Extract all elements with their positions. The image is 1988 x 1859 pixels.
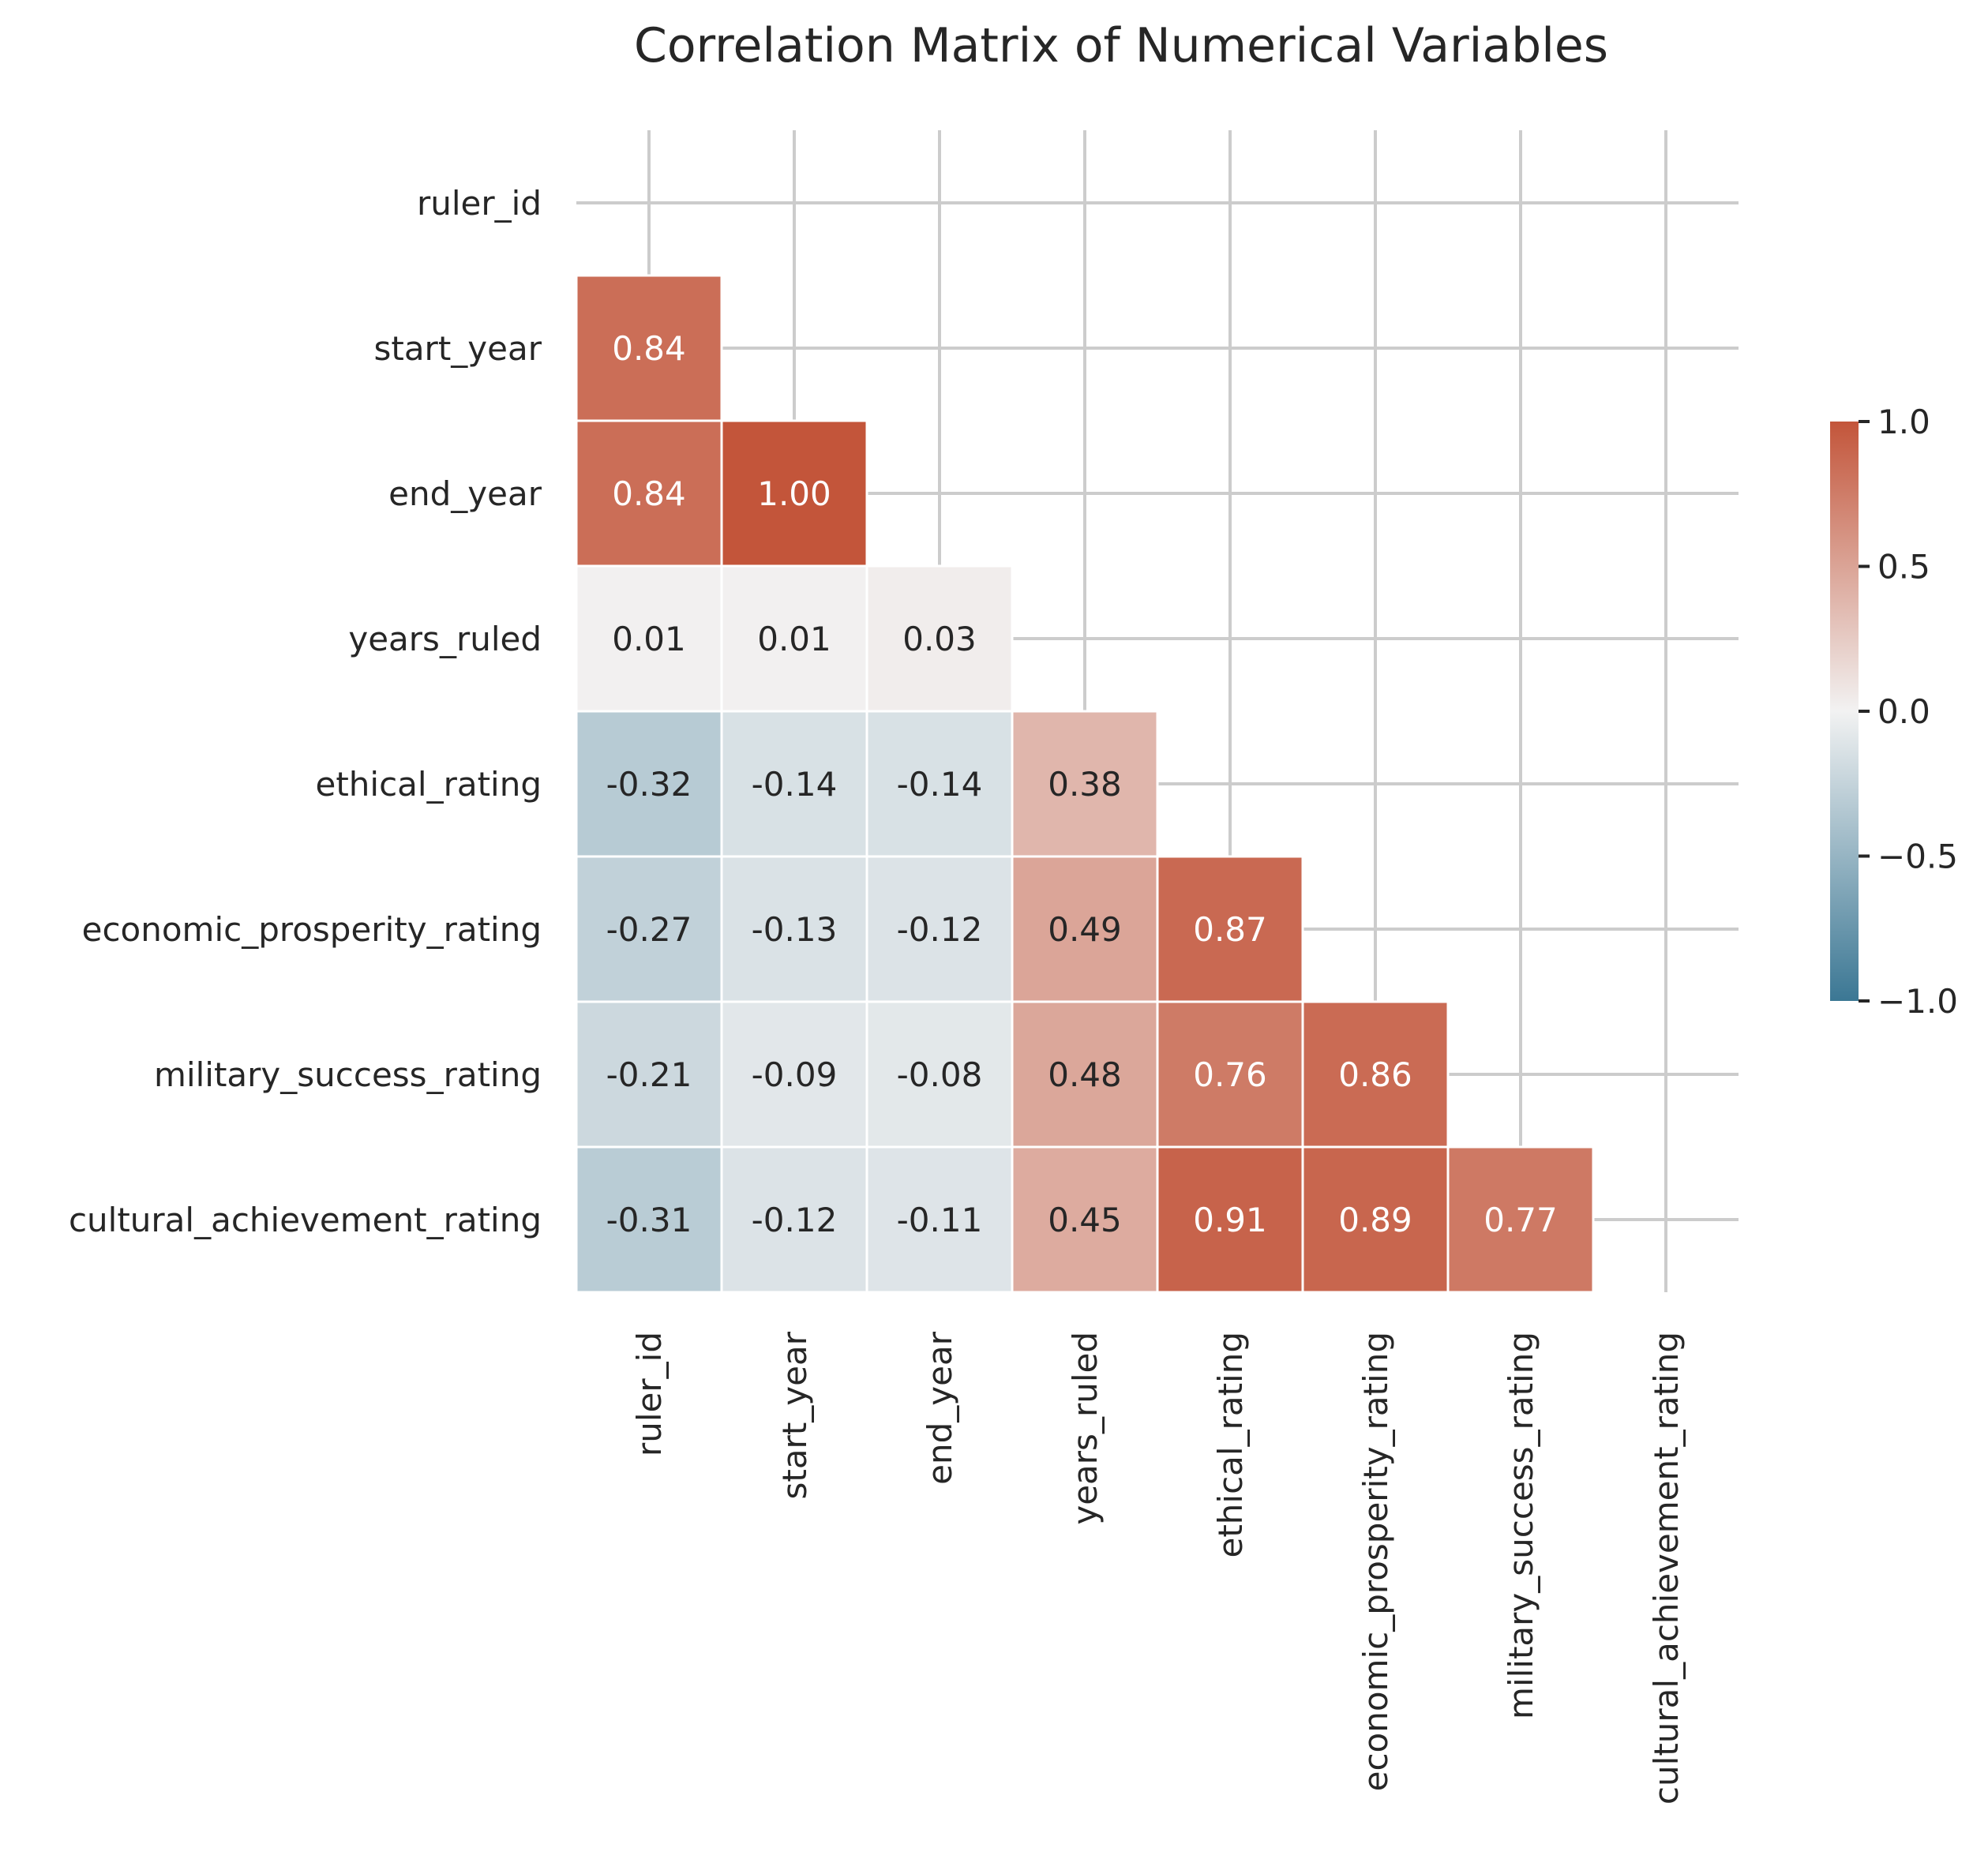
colorbar: 1.0 0.5 0.0 −0.5 −1.0 [1830,403,1958,1021]
cell-value-label: 0.45 [1048,1201,1122,1239]
heatmap-cell-ethical_rating-years_ruled [1011,710,1159,858]
x-tick-label: years_ruled [1066,1332,1105,1525]
x-tick-label: start_year [775,1331,814,1499]
y-tick-label: economic_prosperity_rating [82,910,542,949]
y-tick-label: cultural_achievement_rating [69,1201,542,1239]
cell-value-label: -0.13 [752,910,838,949]
heatmap-cell-economic_prosperity_rating-end_year [865,855,1014,1003]
heatmap-cell-military_success_rating-ethical_rating [1156,1000,1304,1149]
heatmap-cell-economic_prosperity_rating-ruler_id [575,855,723,1003]
heatmap-cell-ethical_rating-start_year [720,710,868,858]
cell-value-label: 0.89 [1338,1201,1412,1239]
colorbar-tick-label: 0.5 [1877,548,1930,587]
cell-value-label: -0.21 [606,1055,692,1094]
heatmap-cell-military_success_rating-end_year [865,1000,1014,1149]
x-tick-label: end_year [921,1331,959,1485]
heatmap-cell-military_success_rating-years_ruled [1011,1000,1159,1149]
cell-value-label: 0.49 [1048,910,1122,949]
heatmap-cell-military_success_rating-economic_prosperity_rating [1301,1000,1450,1149]
cell-value-label: 0.84 [612,329,686,368]
cell-value-label: -0.08 [897,1055,983,1094]
heatmap-cell-end_year-ruler_id [575,419,723,568]
heatmap-cell-economic_prosperity_rating-years_ruled [1011,855,1159,1003]
y-tick-label: military_success_rating [154,1055,542,1094]
cell-value-label: -0.09 [752,1055,838,1094]
heatmap-cell-military_success_rating-start_year [720,1000,868,1149]
cell-value-label: -0.32 [606,765,692,804]
colorbar-tick-label: 1.0 [1877,403,1930,441]
heatmap-cell-cultural_achievement_rating-start_year [720,1145,868,1294]
heatmap-cell-cultural_achievement_rating-military_success_rating [1446,1145,1595,1294]
colorbar-tick-label: −0.5 [1877,838,1958,876]
cell-value-label: 0.87 [1193,910,1267,949]
colorbar-tick-label: −1.0 [1877,982,1958,1021]
y-tick-label: end_year [388,474,542,513]
heatmap-cell-end_year-start_year [720,419,868,568]
cell-value-label: 0.01 [757,620,831,658]
cell-value-label: -0.31 [606,1201,692,1239]
cell-value-label: 0.48 [1048,1055,1122,1094]
x-tick-label: cultural_achievement_rating [1647,1332,1686,1805]
cell-value-label: -0.14 [897,765,983,804]
y-tick-labels: ruler_id start_year end_year years_ruledeth… [69,184,542,1239]
heatmap-cell-cultural_achievement_rating-years_ruled [1011,1145,1159,1294]
cell-value-label: 0.84 [612,474,686,513]
y-tick-label: ethical_rating [315,765,542,804]
heatmap-cell-military_success_rating-ruler_id [575,1000,723,1149]
cell-value-label: -0.12 [897,910,983,949]
x-tick-labels: ruler_id start_year end_year years_ruled eth… [630,1331,1686,1805]
chart-title: Correlation Matrix of Numerical Variable… [634,18,1608,73]
heatmap-cells: 0.84 0.84 1.00 0.01 0.01 0.03 -0.32 -0.14 -0.14 0… [575,274,1595,1294]
cell-value-label: -0.11 [897,1201,983,1239]
heatmap-cell-economic_prosperity_rating-start_year [720,855,868,1003]
x-tick-label: ruler_id [630,1332,669,1456]
cell-value-label: -0.14 [752,765,838,804]
x-tick-label: ethical_rating [1211,1332,1250,1558]
cell-value-label: 0.03 [902,620,977,658]
x-tick-label: economic_prosperity_rating [1356,1332,1395,1791]
heatmap-cell-cultural_achievement_rating-end_year [865,1145,1014,1294]
heatmap-cell-cultural_achievement_rating-ethical_rating [1156,1145,1304,1294]
cell-value-label: -0.27 [606,910,692,949]
y-tick-label: start_year [373,329,542,368]
x-tick-label: military_success_rating [1502,1332,1540,1719]
heatmap-cell-cultural_achievement_rating-ruler_id [575,1145,723,1294]
cell-value-label: -0.12 [752,1201,838,1239]
y-tick-label: ruler_id [417,184,542,223]
heatmap-cell-cultural_achievement_rating-economic_prosperity_rating [1301,1145,1450,1294]
cell-value-label: 0.01 [612,620,686,658]
heatmap-cell-years_ruled-ruler_id [575,564,723,713]
y-tick-label: years_ruled [348,620,542,658]
cell-value-label: 0.91 [1193,1201,1267,1239]
heatmap-cell-years_ruled-end_year [865,564,1014,713]
cell-value-label: 0.38 [1048,765,1122,804]
heatmap-cell-years_ruled-start_year [720,564,868,713]
colorbar-tick-label: 0.0 [1877,692,1930,731]
colorbar-gradient [1830,422,1859,1001]
heatmap-cell-economic_prosperity_rating-ethical_rating [1156,855,1304,1003]
heatmap-cell-ethical_rating-end_year [865,710,1014,858]
cell-value-label: 0.76 [1193,1055,1267,1094]
cell-value-label: 1.00 [757,474,831,513]
cell-value-label: 0.77 [1483,1201,1558,1239]
cell-value-label: 0.86 [1338,1055,1412,1094]
